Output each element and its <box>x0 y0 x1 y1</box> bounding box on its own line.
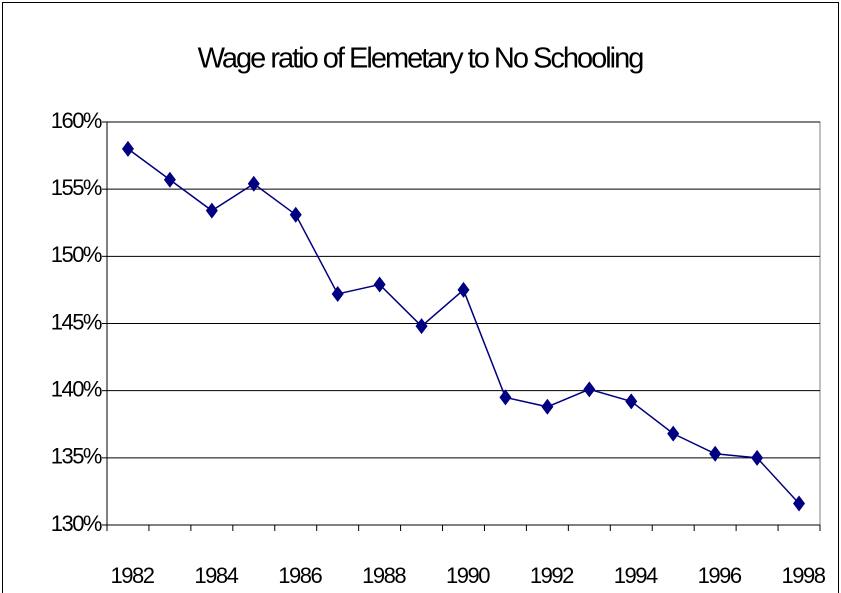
x-tick-label: 1982 <box>110 563 154 588</box>
point-marker <box>709 445 722 462</box>
y-tick-label: 145% <box>51 309 102 334</box>
x-tick-label: 1986 <box>278 563 322 588</box>
x-tick-label: 1988 <box>362 563 406 588</box>
point-marker <box>373 276 386 293</box>
y-tick-label: 160% <box>51 108 102 133</box>
point-marker <box>205 202 218 219</box>
x-tick-label: 1998 <box>782 563 826 588</box>
point-marker <box>121 140 134 157</box>
y-tick-label: 130% <box>51 511 102 536</box>
point-marker <box>289 206 302 223</box>
x-tick-label: 1994 <box>614 563 658 588</box>
x-tick-label: 1992 <box>530 563 574 588</box>
y-tick-label: 135% <box>51 444 102 469</box>
point-marker <box>541 398 554 415</box>
x-tick-label: 1990 <box>446 563 490 588</box>
x-tick-label: 1996 <box>698 563 742 588</box>
point-marker <box>499 389 512 406</box>
point-marker <box>247 175 260 192</box>
y-tick-label: 140% <box>51 376 102 401</box>
y-tick-label: 150% <box>51 242 102 267</box>
chart-title: Wage ratio of Elemetary to No Schooling <box>198 43 644 75</box>
point-marker <box>331 285 344 302</box>
point-marker <box>583 381 596 398</box>
point-marker <box>793 495 806 512</box>
point-marker <box>415 318 428 335</box>
point-marker <box>751 449 764 466</box>
point-marker <box>163 171 176 188</box>
point-marker <box>457 281 470 298</box>
x-tick-label: 1984 <box>194 563 238 588</box>
y-tick-label: 155% <box>51 175 102 200</box>
point-marker <box>667 425 680 442</box>
point-marker <box>625 393 638 410</box>
